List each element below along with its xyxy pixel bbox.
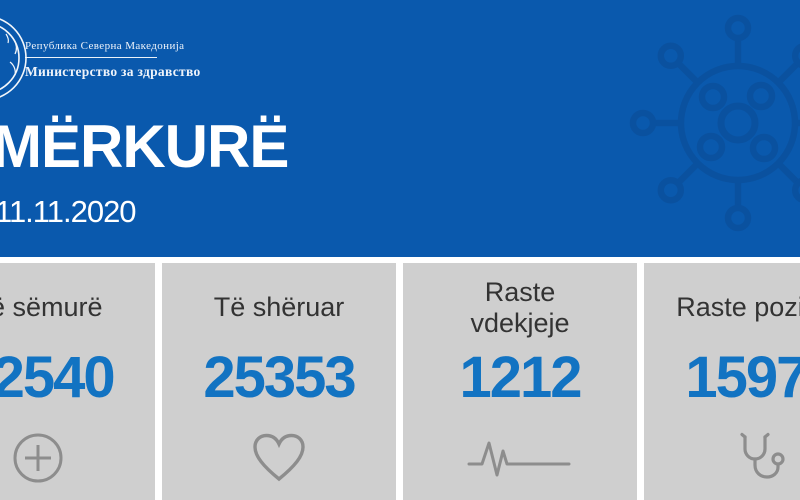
stat-value: 25353 [203,345,356,410]
stat-label: Të shëruar [213,292,345,323]
stat-card-recovered: Të shëruar 25353 [162,263,396,500]
virus-icon [629,14,800,232]
stat-label: Raste pozitive [676,292,800,323]
flatline-pulse-icon [467,432,573,484]
stat-label: Raste vdekjeje [470,276,570,338]
stat-card-deaths: Raste vdekjeje 1212 [403,263,637,500]
ministry-name: Министерство за здравство [25,64,201,79]
country-name: Република Северна Македонија [25,40,185,52]
heart-icon [251,432,307,484]
header-banner: Република Северна Македонија Министерств… [0,0,800,257]
ministry-divider [25,57,157,58]
stat-value: 15975 [685,345,800,410]
coat-of-arms-icon [0,18,27,98]
ministry-block: Република Северна Македонија Министерств… [25,40,201,80]
stat-card-sick: Të sëmurë 42540 [0,263,155,500]
stat-label: Të sëmurë [0,292,103,323]
stats-row: Të sëmurë 42540 Të shëruar 25353 Raste v… [0,263,800,500]
stat-value: 1212 [459,345,582,410]
stethoscope-icon [736,432,786,484]
stat-card-positive: Raste pozitive 15975 [644,263,800,500]
day-title: MËRKURË [0,113,289,180]
circle-plus-icon [12,432,64,484]
stat-value: 42540 [0,345,116,410]
report-date: 11.11.2020 [0,194,137,229]
